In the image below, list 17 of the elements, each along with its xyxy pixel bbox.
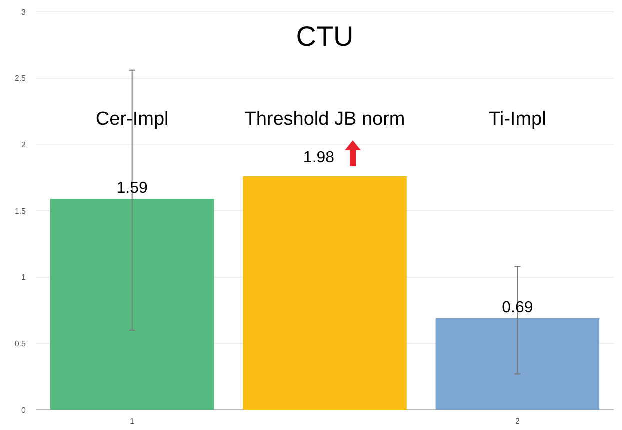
data-label: 1.59	[116, 180, 148, 198]
bar	[243, 176, 407, 410]
bar	[50, 199, 214, 410]
y-tick-label: 1	[22, 273, 27, 282]
data-label: 0.69	[502, 299, 534, 316]
y-tick-label: 3	[22, 8, 27, 17]
y-tick-label: 0	[22, 406, 27, 415]
chart-title: CTU	[296, 21, 354, 52]
annotation: Cer-Impl	[96, 108, 169, 130]
y-tick-label: 1.5	[14, 206, 27, 216]
y-tick-label: 2.5	[14, 74, 27, 84]
y-tick-label: 0.5	[14, 339, 27, 348]
bar	[436, 318, 600, 410]
annotation: Ti-Impl	[488, 108, 546, 130]
y-tick-label: 2	[22, 140, 27, 150]
annotation: 1.98	[303, 150, 335, 167]
annotation: Threshold JB norm	[244, 108, 406, 130]
